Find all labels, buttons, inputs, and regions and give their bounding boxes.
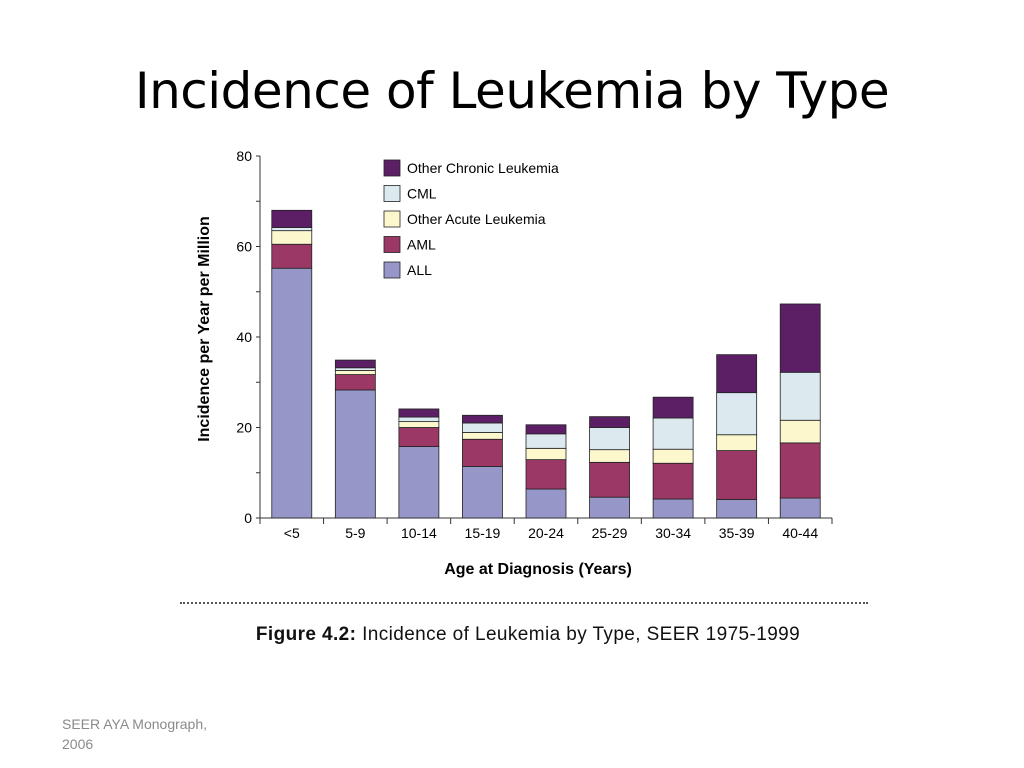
- bar-segment-all-20-24: [525, 488, 567, 519]
- bar-segment-aml-25-29: [589, 461, 630, 498]
- bar-segment-other-acute-leukemia-30-34: [652, 448, 694, 464]
- bar-segment-all-5-9: [334, 389, 376, 519]
- bar-segment-all-25-29: [589, 496, 630, 519]
- y-tick-label: 40: [236, 329, 252, 345]
- bar-segment-other-acute-leukemia-15-19: [462, 432, 503, 440]
- legend-swatch-other-chronic-leukemia: [383, 159, 401, 177]
- bar-segment-other-acute-leukemia-5: [271, 230, 313, 245]
- x-tick-label: 10-14: [401, 525, 437, 541]
- bar-segment-other-acute-leukemia-20-24: [525, 447, 567, 461]
- bar-segment-all-35-39: [716, 499, 758, 519]
- bar-segment-cml-30-34: [652, 417, 694, 450]
- bar-segment-other-acute-leukemia-40-44: [779, 419, 821, 444]
- bar-segment-cml-5: [271, 227, 313, 232]
- legend-swatch-other-acute-leukemia: [383, 210, 401, 228]
- bar-segment-aml-5-9: [334, 374, 376, 391]
- bar-segment-cml-35-39: [716, 392, 758, 436]
- bar-segment-other-chronic-leukemia-5: [271, 209, 313, 228]
- y-tick-label: 60: [236, 239, 252, 255]
- x-tick-label: 30-34: [655, 525, 691, 541]
- legend-label-cml: CML: [407, 186, 437, 202]
- bar-segment-other-chronic-leukemia-20-24: [525, 424, 567, 435]
- caption-text: Incidence of Leukemia by Type, SEER 1975…: [362, 624, 801, 645]
- x-tick-label: 40-44: [782, 525, 818, 541]
- leukemia-incidence-chart: 0 20 40 60 80 <5 5-9 10-14 15-19 20-24 25-29 30-34 3…: [196, 148, 833, 578]
- source-note: SEER AYA Monograph, 2006: [62, 714, 262, 754]
- legend-label-all: ALL: [407, 262, 432, 278]
- bar-segment-other-chronic-leukemia-5-9: [334, 359, 376, 369]
- bar-segment-cml-10-14: [398, 416, 440, 423]
- bar-segment-aml-10-14: [398, 427, 440, 447]
- legend-label-aml: AML: [407, 237, 436, 253]
- slide-title: Incidence of Leukemia by Type: [134, 62, 890, 120]
- bar-segment-cml-15-19: [462, 422, 503, 433]
- bar-segment-all-15-19: [462, 466, 503, 519]
- y-tick-label: 20: [236, 420, 252, 436]
- x-tick-label: 20-24: [528, 525, 564, 541]
- bar-segment-other-chronic-leukemia-40-44: [779, 303, 821, 373]
- caption-divider: [180, 602, 868, 604]
- caption-label: Figure 4.2:: [255, 624, 357, 645]
- y-tick-label: 0: [244, 510, 252, 526]
- legend-swatch-all: [383, 261, 401, 279]
- y-axis-title: Incidence per Year per Million: [196, 216, 213, 442]
- bar-segment-all-40-44: [779, 497, 821, 519]
- bar-segment-other-acute-leukemia-5-9: [334, 370, 376, 375]
- bar-segment-other-chronic-leukemia-10-14: [398, 408, 440, 418]
- bar-segment-other-chronic-leukemia-15-19: [462, 414, 503, 424]
- legend-label-other-chronic-leukemia: Other Chronic Leukemia: [407, 160, 559, 176]
- x-axis-title: Age at Diagnosis (Years): [444, 561, 632, 578]
- legend-label-other-acute-leukemia: Other Acute Leukemia: [407, 211, 546, 227]
- bar-segment-all-30-34: [652, 498, 694, 519]
- bar-segment-aml-35-39: [716, 450, 758, 500]
- bar-segment-aml-5: [271, 243, 313, 269]
- bar-segment-other-acute-leukemia-10-14: [398, 421, 440, 428]
- bar-segment-other-chronic-leukemia-25-29: [589, 416, 630, 428]
- x-tick-label: 35-39: [719, 525, 755, 541]
- legend-swatch-aml: [383, 236, 401, 253]
- bar-segment-aml-40-44: [779, 442, 821, 499]
- x-tick-label: 15-19: [465, 525, 501, 541]
- source-line-1: SEER AYA Monograph,: [62, 716, 208, 732]
- y-tick-label: 80: [236, 148, 252, 164]
- bar-segment-cml-25-29: [589, 427, 630, 451]
- bar-segment-other-acute-leukemia-35-39: [716, 434, 758, 451]
- x-tick-label: <5: [284, 525, 300, 541]
- bar-segment-aml-15-19: [462, 438, 503, 467]
- legend-swatch-cml: [383, 185, 401, 202]
- bar-segment-all-5: [271, 267, 313, 519]
- x-tick-label: 25-29: [592, 525, 628, 541]
- bar-segment-aml-20-24: [525, 459, 567, 490]
- x-tick-label: 5-9: [345, 525, 365, 541]
- figure-caption: Figure 4.2: Incidence of Leukemia by Typ…: [0, 624, 1024, 646]
- bar-segment-cml-40-44: [779, 371, 821, 421]
- bar-segment-aml-30-34: [652, 462, 694, 500]
- bar-segment-other-chronic-leukemia-35-39: [716, 354, 758, 394]
- bar-segment-other-chronic-leukemia-30-34: [652, 396, 694, 419]
- source-line-2: 2006: [62, 736, 94, 752]
- bar-segment-other-acute-leukemia-25-29: [589, 449, 630, 463]
- bar-segment-cml-20-24: [525, 433, 567, 449]
- bar-segment-cml-5-9: [334, 367, 376, 371]
- bar-segment-all-10-14: [398, 446, 440, 519]
